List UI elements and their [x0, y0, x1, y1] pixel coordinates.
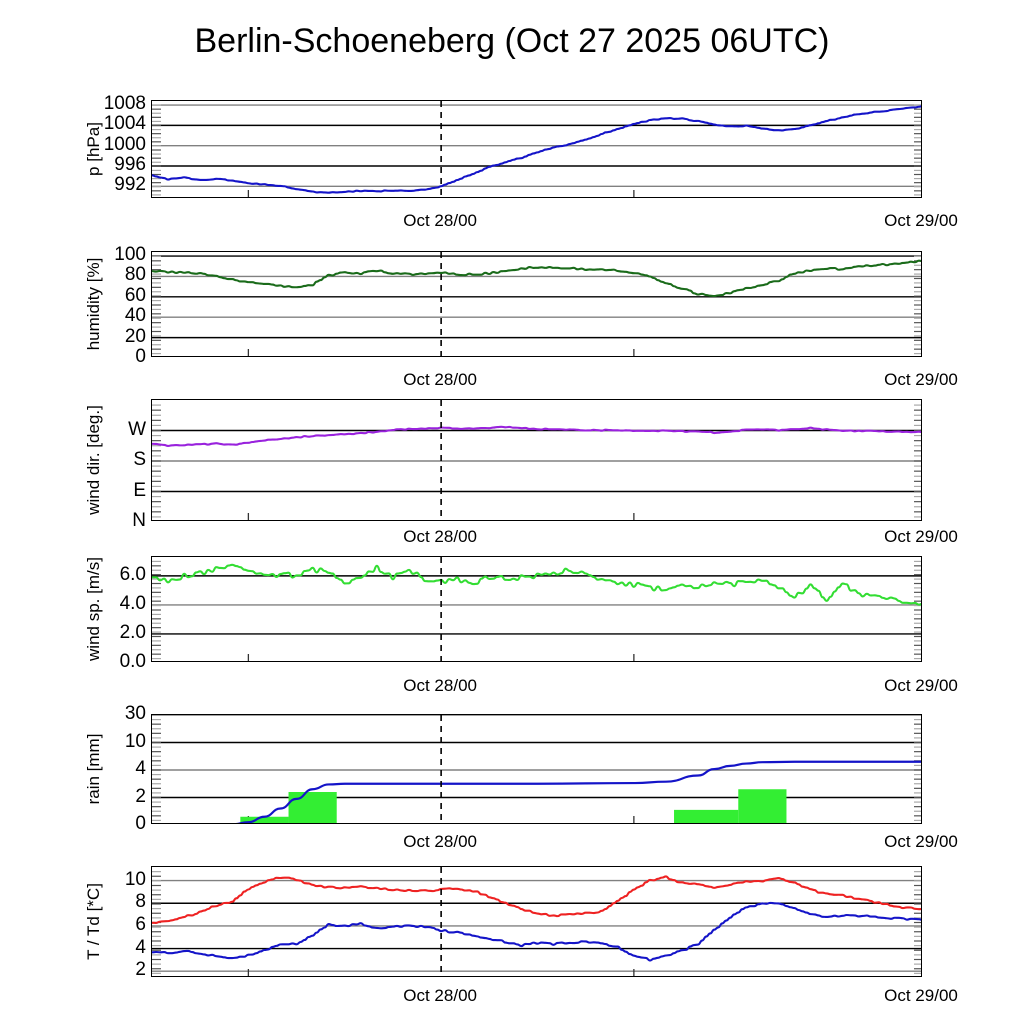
- plot-svg-wind_dir: [152, 400, 921, 520]
- series-line-td: [152, 901, 921, 962]
- x-axis-label-end: Oct 29/00: [884, 211, 958, 230]
- rain-bar: [786, 822, 851, 823]
- y-tick-label: 4: [135, 936, 146, 958]
- y-tick-label: 2: [135, 959, 146, 981]
- x-axis-label-start: Oct 28/00: [403, 211, 477, 230]
- plot-svg-wind_speed: [152, 557, 921, 661]
- y-tick-label: S: [133, 449, 146, 470]
- plot-svg-humidity: [152, 252, 921, 356]
- rain-bar: [288, 792, 337, 823]
- y-tick-label: 40: [124, 305, 146, 327]
- plot-area-rain: [151, 714, 922, 824]
- y-tick-label: E: [133, 479, 146, 501]
- y-tick-label: 1004: [103, 113, 146, 135]
- y-tick-label: 2.0: [119, 621, 146, 643]
- y-tick-label: 0.0: [119, 651, 146, 672]
- y-tick-label: 20: [124, 325, 146, 347]
- x-axis-label-end: Oct 29/00: [884, 832, 958, 851]
- series-line-rh: [152, 259, 921, 298]
- x-axis-label-start: Oct 28/00: [403, 986, 477, 1005]
- y-tick-label: 2: [135, 785, 146, 807]
- series-line-ff: [152, 563, 921, 606]
- y-tick-label: N: [132, 510, 146, 531]
- y-tick-label: 30: [124, 703, 146, 724]
- y-tick-label: 6: [135, 913, 146, 935]
- plot-svg-pressure: [152, 101, 921, 197]
- y-tick-label: 1008: [103, 93, 146, 115]
- series-line-rain-cumulative: [236, 760, 921, 823]
- y-tick-label: 1000: [103, 133, 146, 155]
- y-tick-label: W: [128, 418, 146, 440]
- y-tick-label: 4.0: [119, 592, 146, 614]
- y-tick-label: 4: [135, 758, 146, 779]
- y-tick-label: 996: [114, 153, 146, 175]
- plot-area-wind_dir: [151, 399, 922, 521]
- series-line-dir: [152, 425, 921, 447]
- plot-area-pressure: [151, 100, 922, 198]
- x-axis-label-start: Oct 28/00: [403, 676, 477, 695]
- x-axis-label-start: Oct 28/00: [403, 370, 477, 389]
- x-axis-label-start: Oct 28/00: [403, 832, 477, 851]
- y-tick-label: 6.0: [119, 563, 146, 585]
- plot-svg-temperature: [152, 867, 921, 976]
- series-line-t: [152, 875, 921, 924]
- plot-area-humidity: [151, 251, 922, 357]
- y-tick-label: 100: [114, 244, 146, 266]
- x-axis-label-end: Oct 29/00: [884, 986, 958, 1005]
- rain-bar: [674, 809, 739, 823]
- y-tick-label: 0: [135, 813, 146, 834]
- rain-bar: [240, 816, 289, 823]
- rain-bar: [738, 789, 787, 823]
- x-axis-label-end: Oct 29/00: [884, 370, 958, 389]
- y-tick-label: 8: [135, 891, 146, 913]
- series-line-p: [152, 105, 921, 194]
- y-tick-label: 992: [114, 174, 146, 196]
- plot-area-wind_speed: [151, 556, 922, 662]
- y-tick-label: 60: [124, 284, 146, 306]
- plot-svg-rain: [152, 715, 921, 823]
- x-axis-label-start: Oct 28/00: [403, 527, 477, 546]
- y-tick-label: 0: [135, 346, 146, 367]
- x-axis-label-end: Oct 29/00: [884, 676, 958, 695]
- page-title: Berlin-Schoeneberg (Oct 27 2025 06UTC): [194, 22, 830, 60]
- y-tick-label: 10: [124, 730, 146, 752]
- plot-area-temperature: [151, 866, 922, 977]
- y-tick-label: 80: [124, 264, 146, 286]
- y-tick-label: 10: [124, 868, 146, 890]
- x-axis-label-end: Oct 29/00: [884, 527, 958, 546]
